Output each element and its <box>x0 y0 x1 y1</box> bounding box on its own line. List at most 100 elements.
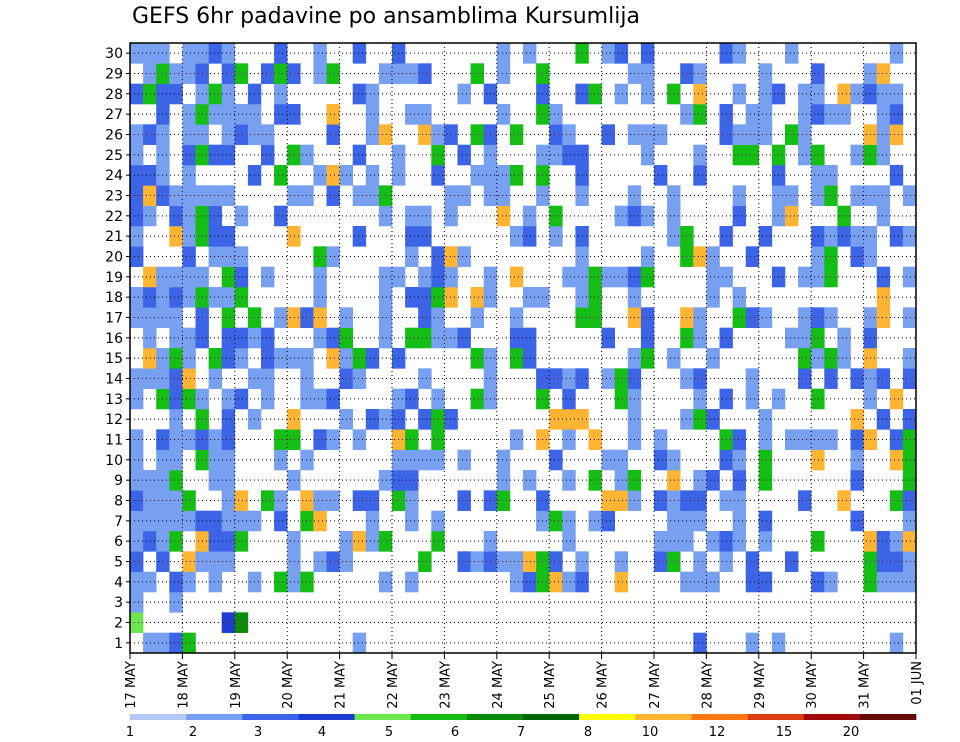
heatmap-cell <box>509 348 524 369</box>
heatmap-cell <box>693 510 707 532</box>
heatmap-cell <box>221 449 236 471</box>
heatmap-cell <box>182 551 196 572</box>
heatmap-cell <box>418 205 432 227</box>
heatmap-cell <box>693 144 707 166</box>
heatmap-cell <box>811 531 825 552</box>
heatmap-cell <box>313 287 327 308</box>
heatmap-cell <box>562 388 576 410</box>
heatmap-cell <box>667 490 681 511</box>
heatmap-cell <box>143 470 157 491</box>
heatmap-cell <box>352 429 367 450</box>
heatmap-cell <box>457 144 471 166</box>
heatmap-cell <box>418 449 432 471</box>
heatmap-cell <box>221 43 236 64</box>
colorbar-swatch <box>130 714 187 720</box>
colorbar-swatch <box>803 714 861 720</box>
heatmap-cell <box>418 266 432 288</box>
heatmap-cell <box>182 429 196 450</box>
heatmap-cell <box>143 510 157 532</box>
heatmap-cell <box>549 409 563 430</box>
heatmap-cell <box>745 632 760 654</box>
heatmap-cell <box>758 104 773 125</box>
heatmap-cell <box>405 388 419 410</box>
colorbar-label: 10 <box>642 725 659 740</box>
heatmap-cell <box>313 165 327 186</box>
heatmap-cell <box>811 83 825 105</box>
heatmap-cell <box>261 124 275 145</box>
heatmap-cell <box>549 571 563 593</box>
heatmap-cell <box>654 449 668 471</box>
x-tick-label: 26 MAY <box>596 661 611 709</box>
heatmap-cell <box>837 348 851 369</box>
heatmap-cell <box>496 185 511 206</box>
heatmap-cell <box>287 571 301 593</box>
heatmap-cell <box>640 63 655 84</box>
heatmap-cell <box>549 144 563 166</box>
heatmap-cell <box>182 490 196 511</box>
heatmap-cell <box>326 551 340 572</box>
heatmap-cell <box>221 429 236 450</box>
y-axis: 1234567891011121314151617181920212223242… <box>105 46 130 652</box>
heatmap-cell <box>287 104 301 125</box>
heatmap-cell <box>798 327 812 349</box>
heatmap-cell <box>182 144 196 166</box>
heatmap-cell <box>378 409 393 430</box>
y-tick-label: 1 <box>114 636 123 652</box>
heatmap-cell <box>523 327 537 349</box>
heatmap-cell <box>509 266 524 288</box>
heatmap-cell <box>693 571 707 593</box>
heatmap-cell <box>221 246 236 267</box>
heatmap-cell <box>588 307 602 328</box>
heatmap-cell <box>234 490 249 511</box>
heatmap-cell <box>693 632 707 654</box>
heatmap-cell <box>745 551 760 572</box>
heatmap-cell <box>693 490 707 511</box>
heatmap-cell <box>562 124 576 145</box>
heatmap-cell <box>261 144 275 166</box>
heatmap-cell <box>130 592 144 613</box>
heatmap-cell <box>758 124 773 145</box>
heatmap-cell <box>889 104 904 125</box>
heatmap-cell <box>902 571 917 593</box>
x-tick-label: 01 JUN <box>910 661 925 705</box>
heatmap-cell <box>234 266 249 288</box>
heatmap-cell <box>889 124 904 145</box>
heatmap-cell <box>326 246 340 267</box>
colorbar-swatch <box>186 714 243 720</box>
heatmap-cell <box>745 144 760 166</box>
heatmap-cell <box>798 307 812 328</box>
heatmap-cell <box>234 531 249 552</box>
heatmap-cell <box>130 205 144 227</box>
heatmap-cell <box>444 287 458 308</box>
heatmap-cell <box>418 124 432 145</box>
heatmap-cell <box>902 185 917 206</box>
colorbar-label: 3 <box>254 725 262 740</box>
heatmap-cell <box>876 185 891 206</box>
heatmap-cell <box>640 307 655 328</box>
heatmap-cell <box>889 43 904 64</box>
heatmap-cell <box>811 165 825 186</box>
heatmap-cell <box>208 470 222 491</box>
heatmap-cell <box>758 449 773 471</box>
heatmap-cell <box>444 409 458 430</box>
heatmap-cell <box>902 490 917 511</box>
heatmap-cell <box>208 246 222 267</box>
heatmap-cell <box>143 531 157 552</box>
heatmap-cell <box>405 327 419 349</box>
heatmap-cell <box>850 409 864 430</box>
colorbar-label: 2 <box>189 725 197 740</box>
heatmap-cell <box>732 43 746 64</box>
colorbar-label: 4 <box>318 725 326 740</box>
heatmap-cell <box>221 124 236 145</box>
heatmap-cell <box>601 449 615 471</box>
heatmap-cell <box>182 63 196 84</box>
heatmap-cell <box>876 571 891 593</box>
heatmap-cell <box>444 327 458 349</box>
heatmap-cell <box>562 470 576 491</box>
heatmap-cell <box>169 531 183 552</box>
heatmap-cell <box>811 429 825 450</box>
heatmap-cell <box>523 205 537 227</box>
chart-title: GEFS 6hr padavine po ansamblima Kursumli… <box>132 4 640 29</box>
heatmap-cell <box>837 205 851 227</box>
heatmap-cell <box>130 124 144 145</box>
